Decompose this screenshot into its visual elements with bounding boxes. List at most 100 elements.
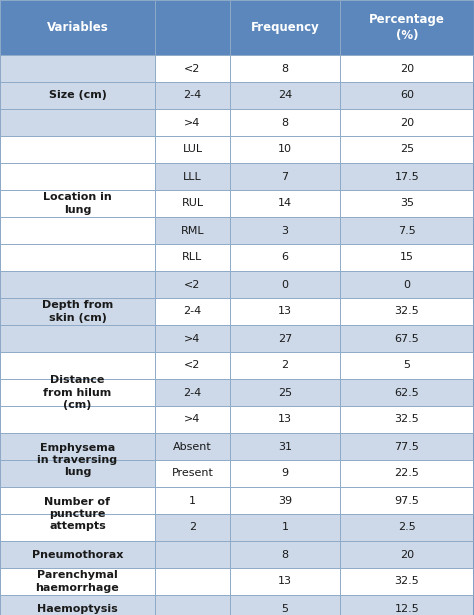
Text: 2-4: 2-4: [183, 90, 201, 100]
Text: 8: 8: [282, 63, 289, 74]
Bar: [340, 514, 474, 541]
Bar: [340, 595, 474, 615]
Bar: [340, 352, 474, 379]
Text: 24: 24: [278, 90, 292, 100]
Text: 31: 31: [278, 442, 292, 451]
Bar: [230, 460, 340, 487]
Text: RUL: RUL: [182, 199, 203, 208]
Bar: [155, 352, 230, 379]
Text: 62.5: 62.5: [395, 387, 419, 397]
Bar: [0, 487, 155, 541]
Text: 6: 6: [282, 253, 289, 263]
Text: 39: 39: [278, 496, 292, 506]
Bar: [230, 217, 340, 244]
Bar: [230, 379, 340, 406]
Bar: [0, 352, 155, 433]
Text: 35: 35: [400, 199, 414, 208]
Text: 8: 8: [282, 117, 289, 127]
Text: Depth from
skin (cm): Depth from skin (cm): [42, 300, 113, 323]
Bar: [155, 136, 230, 163]
Bar: [230, 298, 340, 325]
Text: 77.5: 77.5: [394, 442, 419, 451]
Bar: [155, 55, 230, 82]
Text: 25: 25: [400, 145, 414, 154]
Bar: [155, 325, 230, 352]
Bar: [0, 541, 155, 568]
Text: 22.5: 22.5: [394, 469, 419, 478]
Text: Emphysema
in traversing
lung: Emphysema in traversing lung: [37, 443, 118, 477]
Bar: [155, 190, 230, 217]
Bar: [230, 190, 340, 217]
Text: 32.5: 32.5: [395, 415, 419, 424]
Text: 2.5: 2.5: [398, 523, 416, 533]
Text: 2-4: 2-4: [183, 387, 201, 397]
Text: 17.5: 17.5: [395, 172, 419, 181]
Text: 5: 5: [403, 360, 410, 370]
Bar: [340, 82, 474, 109]
Bar: [340, 217, 474, 244]
Text: RML: RML: [181, 226, 204, 236]
Text: 8: 8: [282, 549, 289, 560]
Text: <2: <2: [184, 63, 201, 74]
Bar: [340, 109, 474, 136]
Bar: [230, 244, 340, 271]
Bar: [0, 136, 155, 271]
Text: Percentage
(%): Percentage (%): [369, 13, 445, 42]
Text: 14: 14: [278, 199, 292, 208]
Text: >4: >4: [184, 333, 201, 344]
Text: 3: 3: [282, 226, 289, 236]
Text: <2: <2: [184, 279, 201, 290]
Text: RLL: RLL: [182, 253, 202, 263]
Bar: [0, 595, 155, 615]
Bar: [155, 217, 230, 244]
Text: >4: >4: [184, 415, 201, 424]
Text: 12.5: 12.5: [395, 603, 419, 614]
Bar: [230, 568, 340, 595]
Bar: [155, 298, 230, 325]
Bar: [340, 298, 474, 325]
Bar: [155, 82, 230, 109]
Bar: [155, 244, 230, 271]
Bar: [340, 325, 474, 352]
Text: LUL: LUL: [182, 145, 202, 154]
Text: 97.5: 97.5: [394, 496, 419, 506]
Bar: [230, 487, 340, 514]
Text: Pneumothorax: Pneumothorax: [32, 549, 123, 560]
Text: 0: 0: [403, 279, 410, 290]
Text: 20: 20: [400, 63, 414, 74]
Bar: [340, 568, 474, 595]
Text: 27: 27: [278, 333, 292, 344]
Bar: [340, 379, 474, 406]
Text: Number of
puncture
attempts: Number of puncture attempts: [45, 496, 110, 531]
Bar: [0, 55, 155, 136]
Text: Present: Present: [172, 469, 213, 478]
Bar: [155, 433, 230, 460]
Bar: [155, 460, 230, 487]
Text: 15: 15: [400, 253, 414, 263]
Bar: [340, 136, 474, 163]
Text: Size (cm): Size (cm): [48, 90, 107, 100]
Text: 9: 9: [282, 469, 289, 478]
Text: 32.5: 32.5: [395, 306, 419, 317]
Text: <2: <2: [184, 360, 201, 370]
Text: LLL: LLL: [183, 172, 202, 181]
Text: 20: 20: [400, 549, 414, 560]
Text: 2: 2: [282, 360, 289, 370]
Bar: [230, 433, 340, 460]
Bar: [230, 55, 340, 82]
Text: 5: 5: [282, 603, 289, 614]
Text: 0: 0: [282, 279, 289, 290]
Bar: [340, 163, 474, 190]
Bar: [230, 163, 340, 190]
Text: 7: 7: [282, 172, 289, 181]
Text: Absent: Absent: [173, 442, 212, 451]
Bar: [230, 82, 340, 109]
Text: 2-4: 2-4: [183, 306, 201, 317]
Bar: [0, 271, 155, 352]
Bar: [230, 406, 340, 433]
Bar: [230, 109, 340, 136]
Bar: [340, 541, 474, 568]
Bar: [230, 514, 340, 541]
Text: 25: 25: [278, 387, 292, 397]
Bar: [340, 190, 474, 217]
